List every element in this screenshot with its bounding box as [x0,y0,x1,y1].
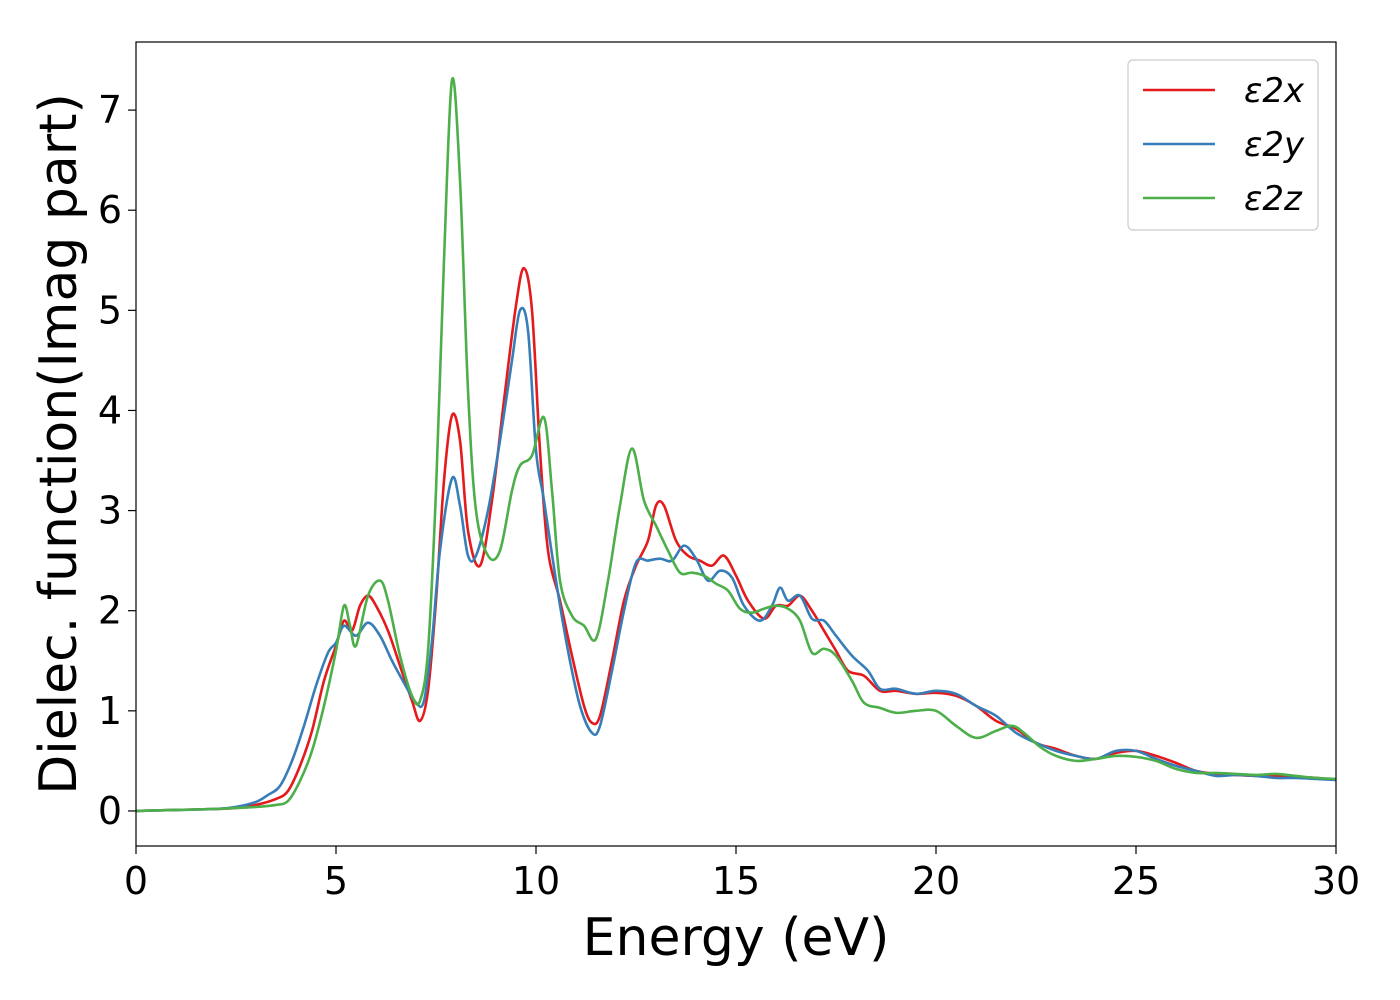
y-axis: 0 1 2 3 4 5 6 7 [98,88,136,833]
y-tick-label: 7 [98,88,122,132]
legend-label-2: ε2y [1244,125,1305,165]
legend-label-3: ε2z [1244,179,1303,219]
y-axis-title: Dielec. function(Imag part) [29,93,89,795]
x-axis-title: Energy (eV) [583,908,890,968]
legend-label-1: ε2x [1244,71,1305,111]
y-tick-label: 4 [98,388,122,432]
y-tick-label: 6 [98,188,122,232]
y-tick-label: 5 [98,288,122,332]
legend-box [1127,59,1319,231]
x-tick-label: 5 [324,859,348,903]
x-tick-label: 0 [124,859,148,903]
plot-lines [135,76,1337,813]
y-tick-label: 2 [98,589,122,633]
x-tick-label: 30 [1312,859,1360,903]
y-tick-label: 0 [98,789,122,833]
legend: ε2x ε2y ε2z [1127,59,1319,231]
series-line-1 [135,266,1337,813]
x-tick-label: 20 [912,859,960,903]
y-tick-label: 3 [98,489,122,533]
x-tick-label: 25 [1112,859,1160,903]
x-axis: 0 5 10 15 20 25 30 [124,846,1360,903]
y-tick-label: 1 [98,689,122,733]
x-tick-label: 10 [512,859,560,903]
series-line-3 [135,76,1337,813]
series-line-2 [135,306,1337,813]
x-tick-label: 15 [712,859,760,903]
